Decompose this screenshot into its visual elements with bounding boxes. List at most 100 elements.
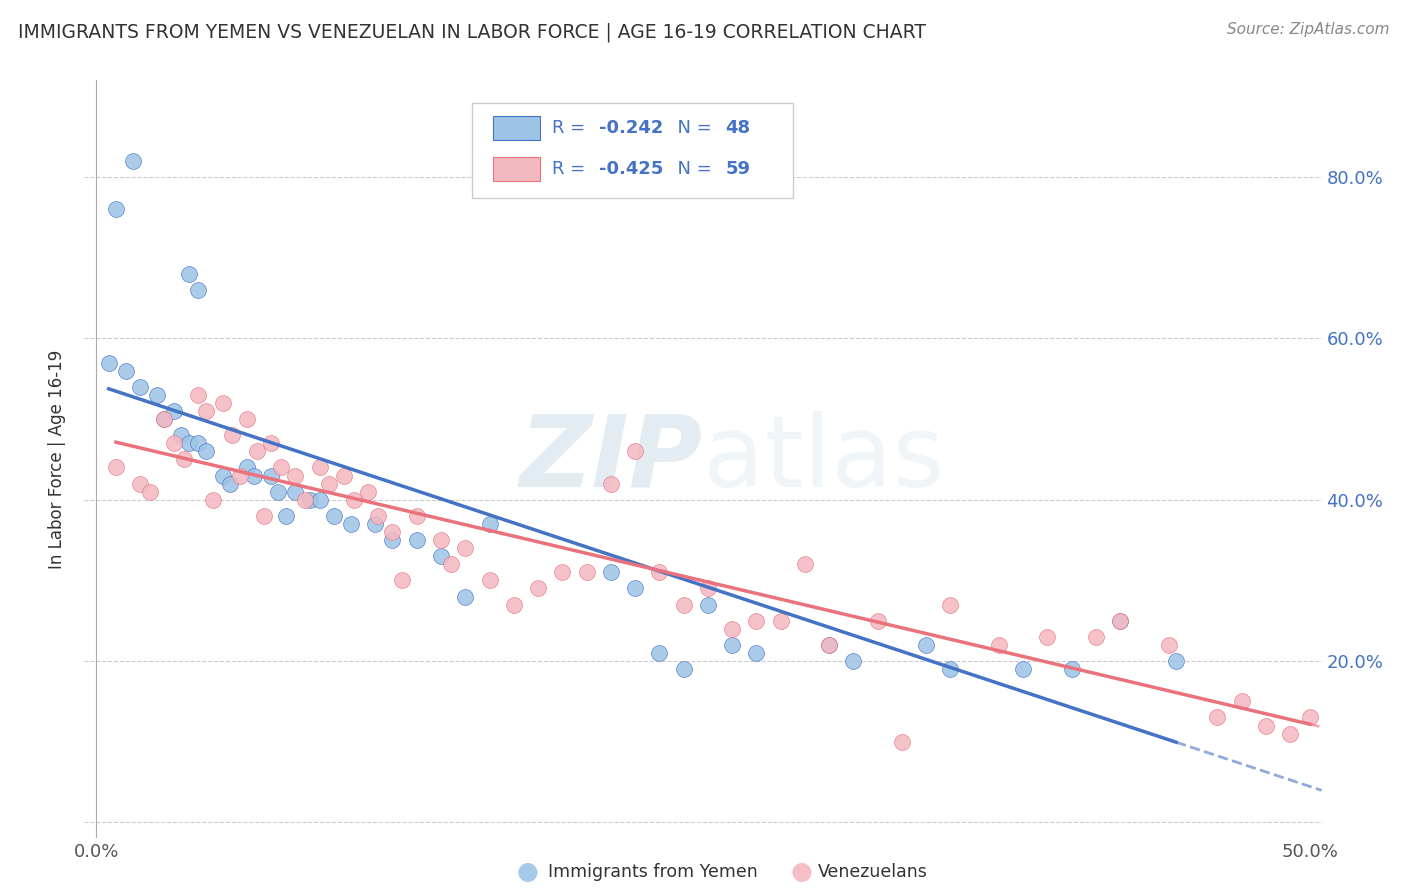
Point bbox=[177, 436, 200, 450]
Point bbox=[988, 638, 1011, 652]
Point bbox=[1279, 726, 1302, 740]
Text: R =: R = bbox=[553, 119, 591, 137]
Point bbox=[236, 412, 259, 426]
Point bbox=[340, 516, 363, 531]
Point bbox=[1085, 630, 1108, 644]
Point bbox=[228, 468, 250, 483]
Text: Source: ZipAtlas.com: Source: ZipAtlas.com bbox=[1226, 22, 1389, 37]
Point bbox=[163, 436, 186, 450]
Point bbox=[294, 492, 316, 507]
Point bbox=[139, 484, 162, 499]
Point bbox=[381, 524, 404, 539]
Point bbox=[284, 468, 307, 483]
Point bbox=[236, 460, 259, 475]
Point bbox=[153, 412, 176, 426]
Point bbox=[1012, 662, 1035, 676]
Point bbox=[153, 412, 176, 426]
Point bbox=[599, 476, 621, 491]
Point bbox=[745, 614, 768, 628]
Point bbox=[267, 484, 290, 499]
Point bbox=[454, 541, 477, 555]
Point bbox=[818, 638, 841, 652]
Text: IMMIGRANTS FROM YEMEN VS VENEZUELAN IN LABOR FORCE | AGE 16-19 CORRELATION CHART: IMMIGRANTS FROM YEMEN VS VENEZUELAN IN L… bbox=[18, 22, 927, 42]
Point bbox=[1206, 710, 1229, 724]
Point bbox=[364, 516, 387, 531]
Point bbox=[1254, 718, 1277, 732]
Text: Venezuelans: Venezuelans bbox=[818, 863, 928, 881]
Point bbox=[510, 178, 533, 193]
Text: 48: 48 bbox=[725, 119, 751, 137]
Text: atlas: atlas bbox=[703, 411, 945, 508]
Point bbox=[696, 582, 718, 596]
Point bbox=[173, 452, 195, 467]
Text: -0.425: -0.425 bbox=[599, 160, 664, 178]
Point bbox=[381, 533, 404, 547]
Point bbox=[97, 355, 120, 369]
Point bbox=[575, 566, 598, 580]
Point bbox=[270, 460, 292, 475]
Point bbox=[308, 460, 330, 475]
Point bbox=[624, 582, 647, 596]
Y-axis label: In Labor Force | Age 16-19: In Labor Force | Age 16-19 bbox=[48, 350, 66, 569]
Text: R =: R = bbox=[553, 160, 591, 178]
Point bbox=[201, 492, 224, 507]
Point bbox=[194, 444, 217, 458]
Point bbox=[187, 283, 209, 297]
Point bbox=[624, 444, 647, 458]
Text: ZIP: ZIP bbox=[520, 411, 703, 508]
Point bbox=[478, 516, 501, 531]
Text: Immigrants from Yemen: Immigrants from Yemen bbox=[548, 863, 758, 881]
Point bbox=[170, 428, 193, 442]
Point bbox=[599, 566, 621, 580]
Point bbox=[104, 202, 127, 217]
Point bbox=[721, 622, 744, 636]
Point bbox=[211, 396, 233, 410]
Text: N =: N = bbox=[666, 160, 717, 178]
Point bbox=[163, 404, 186, 418]
Point bbox=[367, 508, 389, 523]
Point bbox=[260, 436, 283, 450]
Point bbox=[454, 590, 477, 604]
FancyBboxPatch shape bbox=[492, 157, 540, 181]
Point bbox=[842, 654, 865, 668]
Text: ●: ● bbox=[790, 861, 813, 884]
Point bbox=[1060, 662, 1083, 676]
Point bbox=[318, 476, 340, 491]
Text: 59: 59 bbox=[725, 160, 751, 178]
Point bbox=[187, 388, 209, 402]
Point bbox=[430, 533, 453, 547]
Point bbox=[430, 549, 453, 564]
Point bbox=[818, 638, 841, 652]
Point bbox=[246, 444, 269, 458]
Point bbox=[440, 558, 463, 572]
Point bbox=[253, 508, 276, 523]
Point bbox=[527, 582, 550, 596]
Point bbox=[260, 468, 283, 483]
Point bbox=[648, 566, 671, 580]
Point bbox=[478, 574, 501, 588]
Point bbox=[221, 428, 243, 442]
Text: N =: N = bbox=[666, 119, 717, 137]
Point bbox=[1109, 614, 1132, 628]
Point bbox=[343, 492, 366, 507]
Point bbox=[122, 153, 145, 168]
Text: ●: ● bbox=[516, 861, 538, 884]
Point bbox=[187, 436, 209, 450]
Point bbox=[194, 404, 217, 418]
Point bbox=[551, 566, 574, 580]
Point bbox=[1036, 630, 1059, 644]
Point bbox=[939, 598, 962, 612]
Point bbox=[129, 380, 152, 394]
Point bbox=[405, 533, 427, 547]
Point bbox=[177, 267, 200, 281]
Point bbox=[672, 598, 695, 612]
Point bbox=[696, 598, 718, 612]
FancyBboxPatch shape bbox=[492, 116, 540, 140]
Point bbox=[284, 484, 307, 499]
Point bbox=[274, 508, 297, 523]
Point bbox=[721, 638, 744, 652]
Point bbox=[939, 662, 962, 676]
FancyBboxPatch shape bbox=[471, 103, 793, 198]
Point bbox=[1164, 654, 1187, 668]
Point bbox=[1230, 694, 1253, 708]
